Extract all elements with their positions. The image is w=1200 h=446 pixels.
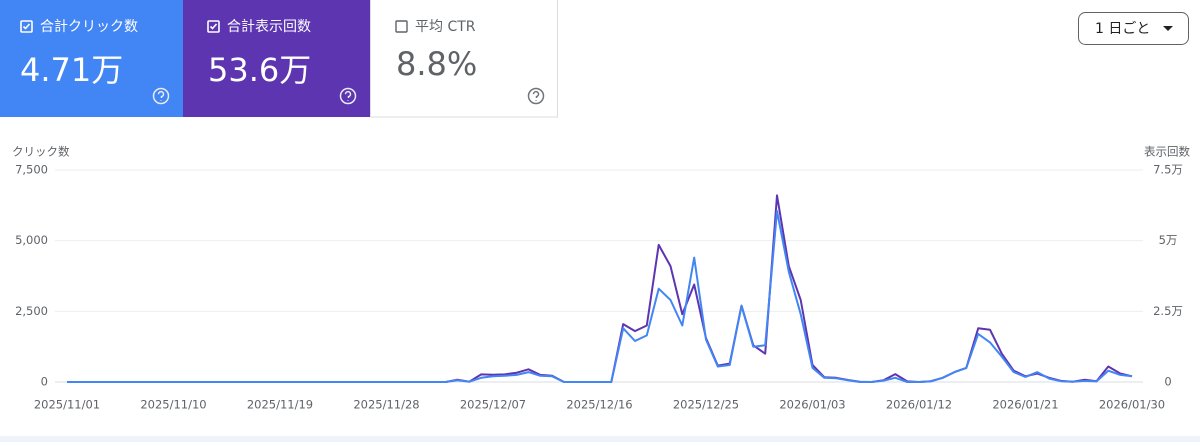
dropdown-arrow <box>1163 26 1173 31</box>
card-value: 4.71万 <box>20 51 123 89</box>
ctr-card[interactable] <box>370 0 558 118</box>
x-tick-label: 2025/11/28 <box>353 398 419 412</box>
card-value: 8.8% <box>396 45 477 83</box>
checkbox <box>395 20 408 33</box>
x-tick-label: 2025/11/10 <box>140 398 206 412</box>
x-tick-label: 2026/01/30 <box>1099 398 1165 412</box>
y-tick-label: 0 <box>41 375 48 389</box>
y2-tick-label: 7.5万 <box>1153 163 1183 177</box>
granularity-dropdown[interactable] <box>1078 12 1189 45</box>
y-tick-label: 5,000 <box>15 233 48 247</box>
card-label: 合計表示回数 <box>227 19 311 35</box>
x-tick-label: 2025/11/19 <box>247 398 313 412</box>
card-label: 平均 CTR <box>415 19 476 35</box>
x-tick-label: 2025/12/25 <box>673 398 739 412</box>
bottom-strip <box>0 436 1200 442</box>
x-tick-label: 2025/12/16 <box>566 398 632 412</box>
impressions-card[interactable] <box>183 0 370 117</box>
series-line <box>67 194 1133 383</box>
x-tick-label: 2026/01/21 <box>992 398 1058 412</box>
dropdown-label: 1 日ごと <box>1095 21 1150 37</box>
x-tick-label: 2026/01/03 <box>779 398 845 412</box>
y2-axis-title: 表示回数 <box>1144 145 1190 159</box>
series-line <box>67 210 1133 383</box>
y2-tick-label: 2.5万 <box>1153 304 1183 318</box>
checkbox <box>20 20 220 33</box>
y-axis-title: クリック数 <box>12 145 70 159</box>
card-label: 合計クリック数 <box>40 19 138 35</box>
x-tick-label: 2026/01/12 <box>886 398 952 412</box>
x-tick-label: 2025/11/01 <box>34 398 100 412</box>
x-tick-label: 2025/12/07 <box>460 398 526 412</box>
y-tick-label: 7,500 <box>15 163 48 177</box>
y-tick-label: 2,500 <box>15 304 48 318</box>
clicks-card[interactable] <box>0 0 183 117</box>
y2-tick-label: 5万 <box>1159 233 1178 247</box>
help-icon[interactable] <box>152 87 545 105</box>
card-value: 53.6万 <box>208 51 311 89</box>
y2-tick-label: 0 <box>1164 375 1171 389</box>
